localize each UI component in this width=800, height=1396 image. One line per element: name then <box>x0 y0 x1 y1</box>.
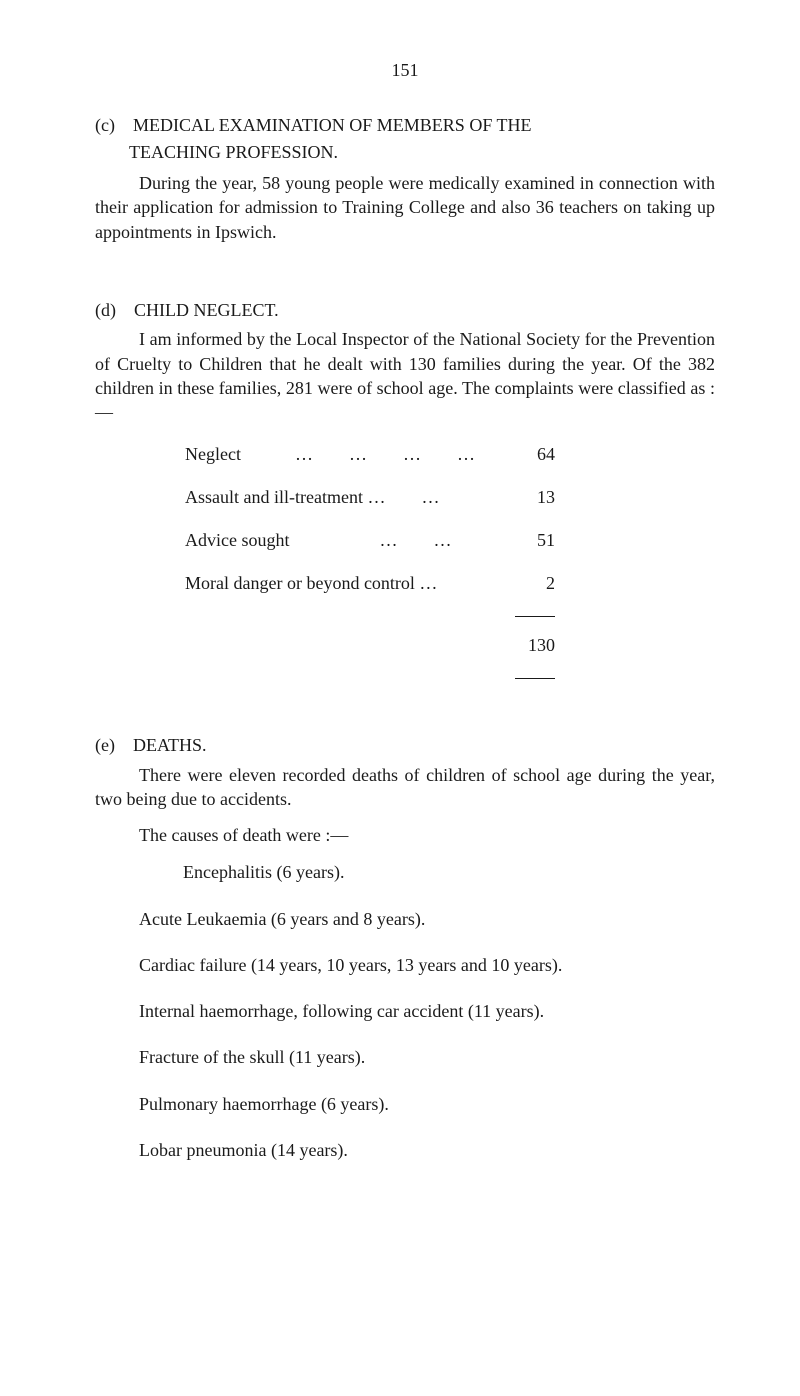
complaints-table: Neglect … … … … 64 Assault and ill-treat… <box>185 444 715 679</box>
list-item: Fracture of the skull (11 years). <box>139 1045 715 1069</box>
section-c-heading-line1: (c) MEDICAL EXAMINATION OF MEMBERS OF TH… <box>95 113 715 138</box>
causes-heading: The causes of death were :— <box>139 825 715 846</box>
table-total-row: 130 <box>185 635 715 656</box>
table-value: 13 <box>505 487 555 508</box>
table-value: 64 <box>505 444 555 465</box>
total-rule-bottom <box>515 678 555 679</box>
table-label: Neglect … … … … <box>185 444 505 465</box>
section-d-heading: (d) CHILD NEGLECT. <box>95 298 715 323</box>
list-item: Acute Leukaemia (6 years and 8 years). <box>139 907 715 931</box>
section-e-paragraph: There were eleven recorded deaths of chi… <box>95 763 715 812</box>
list-item: Pulmonary haemorrhage (6 years). <box>139 1092 715 1116</box>
table-label: Advice sought … … <box>185 530 505 551</box>
list-item: Internal haemorrhage, following car acci… <box>139 999 715 1023</box>
section-d-paragraph: I am informed by the Local Inspector of … <box>95 327 715 424</box>
total-rule-top <box>515 616 555 617</box>
table-label: Moral danger or beyond control … <box>185 573 505 594</box>
section-e-heading: (e) DEATHS. <box>95 733 715 758</box>
section-c-heading-line2: TEACHING PROFESSION. <box>129 142 715 163</box>
table-total-value: 130 <box>505 635 555 656</box>
table-value: 51 <box>505 530 555 551</box>
causes-list: Encephalitis (6 years). Acute Leukaemia … <box>95 860 715 1162</box>
table-row: Neglect … … … … 64 <box>185 444 715 465</box>
section-c-paragraph: During the year, 58 young people were me… <box>95 171 715 244</box>
table-row: Assault and ill-treatment … … 13 <box>185 487 715 508</box>
table-row: Moral danger or beyond control … 2 <box>185 573 715 594</box>
table-value: 2 <box>505 573 555 594</box>
page-number: 151 <box>95 60 715 81</box>
list-item: Cardiac failure (14 years, 10 years, 13 … <box>139 953 715 977</box>
list-item: Encephalitis (6 years). <box>183 860 715 884</box>
table-row: Advice sought … … 51 <box>185 530 715 551</box>
table-label: Assault and ill-treatment … … <box>185 487 505 508</box>
list-item: Lobar pneumonia (14 years). <box>139 1138 715 1162</box>
